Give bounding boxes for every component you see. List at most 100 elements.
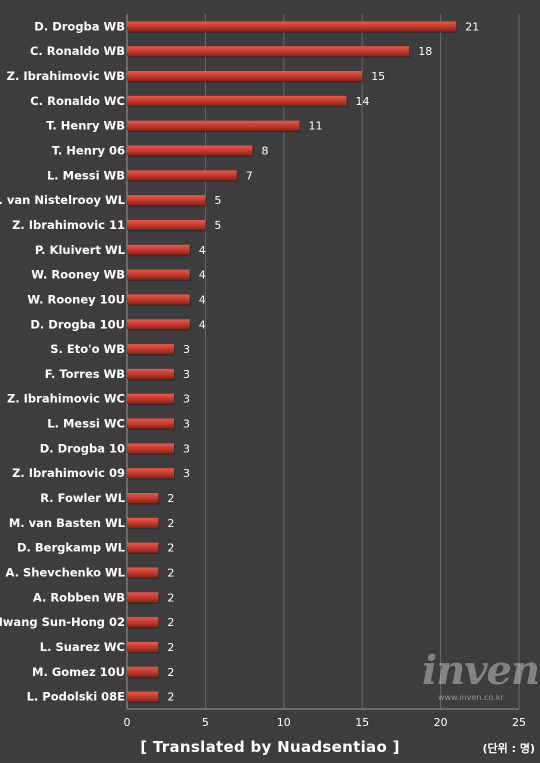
bar: [127, 567, 159, 578]
bar-row: W. Rooney WB 4: [31, 268, 205, 282]
bar-row: Z. Ibrahimovic 09 3: [12, 466, 190, 480]
bar-row: Z. Ibrahimovic WB 15: [7, 69, 386, 83]
value-label: 3: [183, 467, 190, 480]
bar-row: S. Eto'o WB 3: [50, 342, 190, 356]
bar: [127, 393, 175, 404]
bar: [127, 120, 300, 131]
bar: [127, 443, 175, 454]
bar: [127, 592, 159, 603]
bar: [127, 493, 159, 504]
category-label: D. Drogba WB: [34, 19, 125, 33]
bar-row: D. Drogba 10 3: [40, 441, 190, 455]
category-label: S. Eto'o WB: [50, 342, 125, 356]
bar-row: R. Fowler WL 2: [40, 491, 174, 505]
bar-row: F. Torres WB 3: [45, 367, 190, 381]
inven-watermark: inven www.inven.co.kr: [410, 645, 540, 707]
value-label: 21: [465, 20, 479, 33]
bar: [127, 170, 237, 181]
value-label: 4: [199, 269, 206, 282]
value-label: 5: [214, 194, 221, 207]
category-label: L. Podolski 08E: [27, 690, 126, 704]
category-label: A. Shevchenko WL: [6, 565, 126, 579]
bar-row: L. Messi WC 3: [47, 417, 190, 431]
x-tick-label: 5: [202, 716, 209, 729]
value-label: 2: [167, 616, 174, 629]
bar-row: L. Suarez WC 2: [40, 640, 175, 654]
bar-row: D. Drogba WB 21: [34, 19, 479, 33]
bar-row: D. Drogba 10U 4: [30, 317, 205, 331]
x-axis-title: [ Translated by Nuadsentiao ]: [140, 738, 400, 756]
value-label: 18: [418, 45, 432, 58]
bar-row: T. Henry WB 11: [46, 119, 322, 133]
value-label: 3: [183, 442, 190, 455]
category-label: Z. Ibrahimovic 11: [12, 218, 125, 232]
bar: [127, 418, 175, 429]
category-label: Z. Ibrahimovic WC: [7, 392, 125, 406]
bar: [127, 269, 190, 280]
value-label: 8: [261, 145, 268, 158]
bar-row: R. van Nistelrooy WL 5: [0, 193, 221, 207]
bar-row: M. van Basten WL 2: [9, 516, 175, 530]
category-label: C. Ronaldo WB: [30, 44, 125, 58]
category-label: T. Henry WB: [46, 119, 125, 133]
category-label: W. Rooney WB: [31, 268, 125, 282]
bar: [127, 145, 253, 156]
value-label: 2: [167, 666, 174, 679]
bar: [127, 71, 363, 82]
value-label: 15: [371, 70, 385, 83]
watermark-url: www.inven.co.kr: [438, 693, 504, 702]
value-label: 3: [183, 368, 190, 381]
value-label: 14: [356, 95, 370, 108]
category-label: L. Suarez WC: [40, 640, 125, 654]
value-label: 11: [308, 120, 322, 133]
bar-row: W. Rooney 10U 4: [27, 292, 205, 306]
x-tick-label: 0: [124, 716, 131, 729]
category-label: L. Messi WC: [47, 417, 125, 431]
bar: [127, 691, 159, 702]
bar-row: C. Ronaldo WC 14: [30, 94, 369, 108]
value-label: 2: [167, 591, 174, 604]
value-label: 3: [183, 393, 190, 406]
bar: [127, 617, 159, 628]
bar: [127, 542, 159, 553]
bar: [127, 344, 175, 355]
category-label: T. Henry 06: [52, 144, 125, 158]
x-tick-label: 10: [277, 716, 291, 729]
bar: [127, 95, 347, 106]
bar: [127, 319, 190, 330]
category-label: R. Fowler WL: [40, 491, 125, 505]
bar-row: L. Podolski 08E 2: [27, 690, 175, 704]
x-tick-label: 20: [434, 716, 448, 729]
bar: [127, 21, 457, 32]
bar: [127, 195, 206, 206]
category-label: Z. Ibrahimovic 09: [12, 466, 125, 480]
bar-row: C. Ronaldo WB 18: [30, 44, 432, 58]
value-label: 2: [167, 566, 174, 579]
bar: [127, 641, 159, 652]
bar-row: Hwang Sun-Hong 02 2: [0, 615, 174, 629]
bar-row: A. Shevchenko WL 2: [6, 565, 175, 579]
value-label: 5: [214, 219, 221, 232]
bar: [127, 368, 175, 379]
category-label: D. Bergkamp WL: [17, 541, 126, 555]
bar-row: P. Kluivert WL 4: [35, 243, 206, 257]
watermark-logo: inven: [422, 647, 540, 694]
value-label: 2: [167, 641, 174, 654]
value-label: 4: [199, 244, 206, 257]
bar-row: Z. Ibrahimovic WC 3: [7, 392, 190, 406]
unit-note: (단위 : 명): [482, 742, 535, 755]
bar: [127, 46, 410, 57]
value-label: 2: [167, 492, 174, 505]
category-label: A. Robben WB: [33, 590, 125, 604]
bar-row: L. Messi WB 7: [47, 168, 253, 182]
category-label: P. Kluivert WL: [35, 243, 126, 257]
category-label: C. Ronaldo WC: [30, 94, 125, 108]
bar-row: T. Henry 06 8: [52, 144, 269, 158]
category-label: Hwang Sun-Hong 02: [0, 615, 125, 629]
category-label: R. van Nistelrooy WL: [0, 193, 126, 207]
category-label: Z. Ibrahimovic WB: [7, 69, 125, 83]
category-label: M. van Basten WL: [9, 516, 126, 530]
value-label: 3: [183, 418, 190, 431]
